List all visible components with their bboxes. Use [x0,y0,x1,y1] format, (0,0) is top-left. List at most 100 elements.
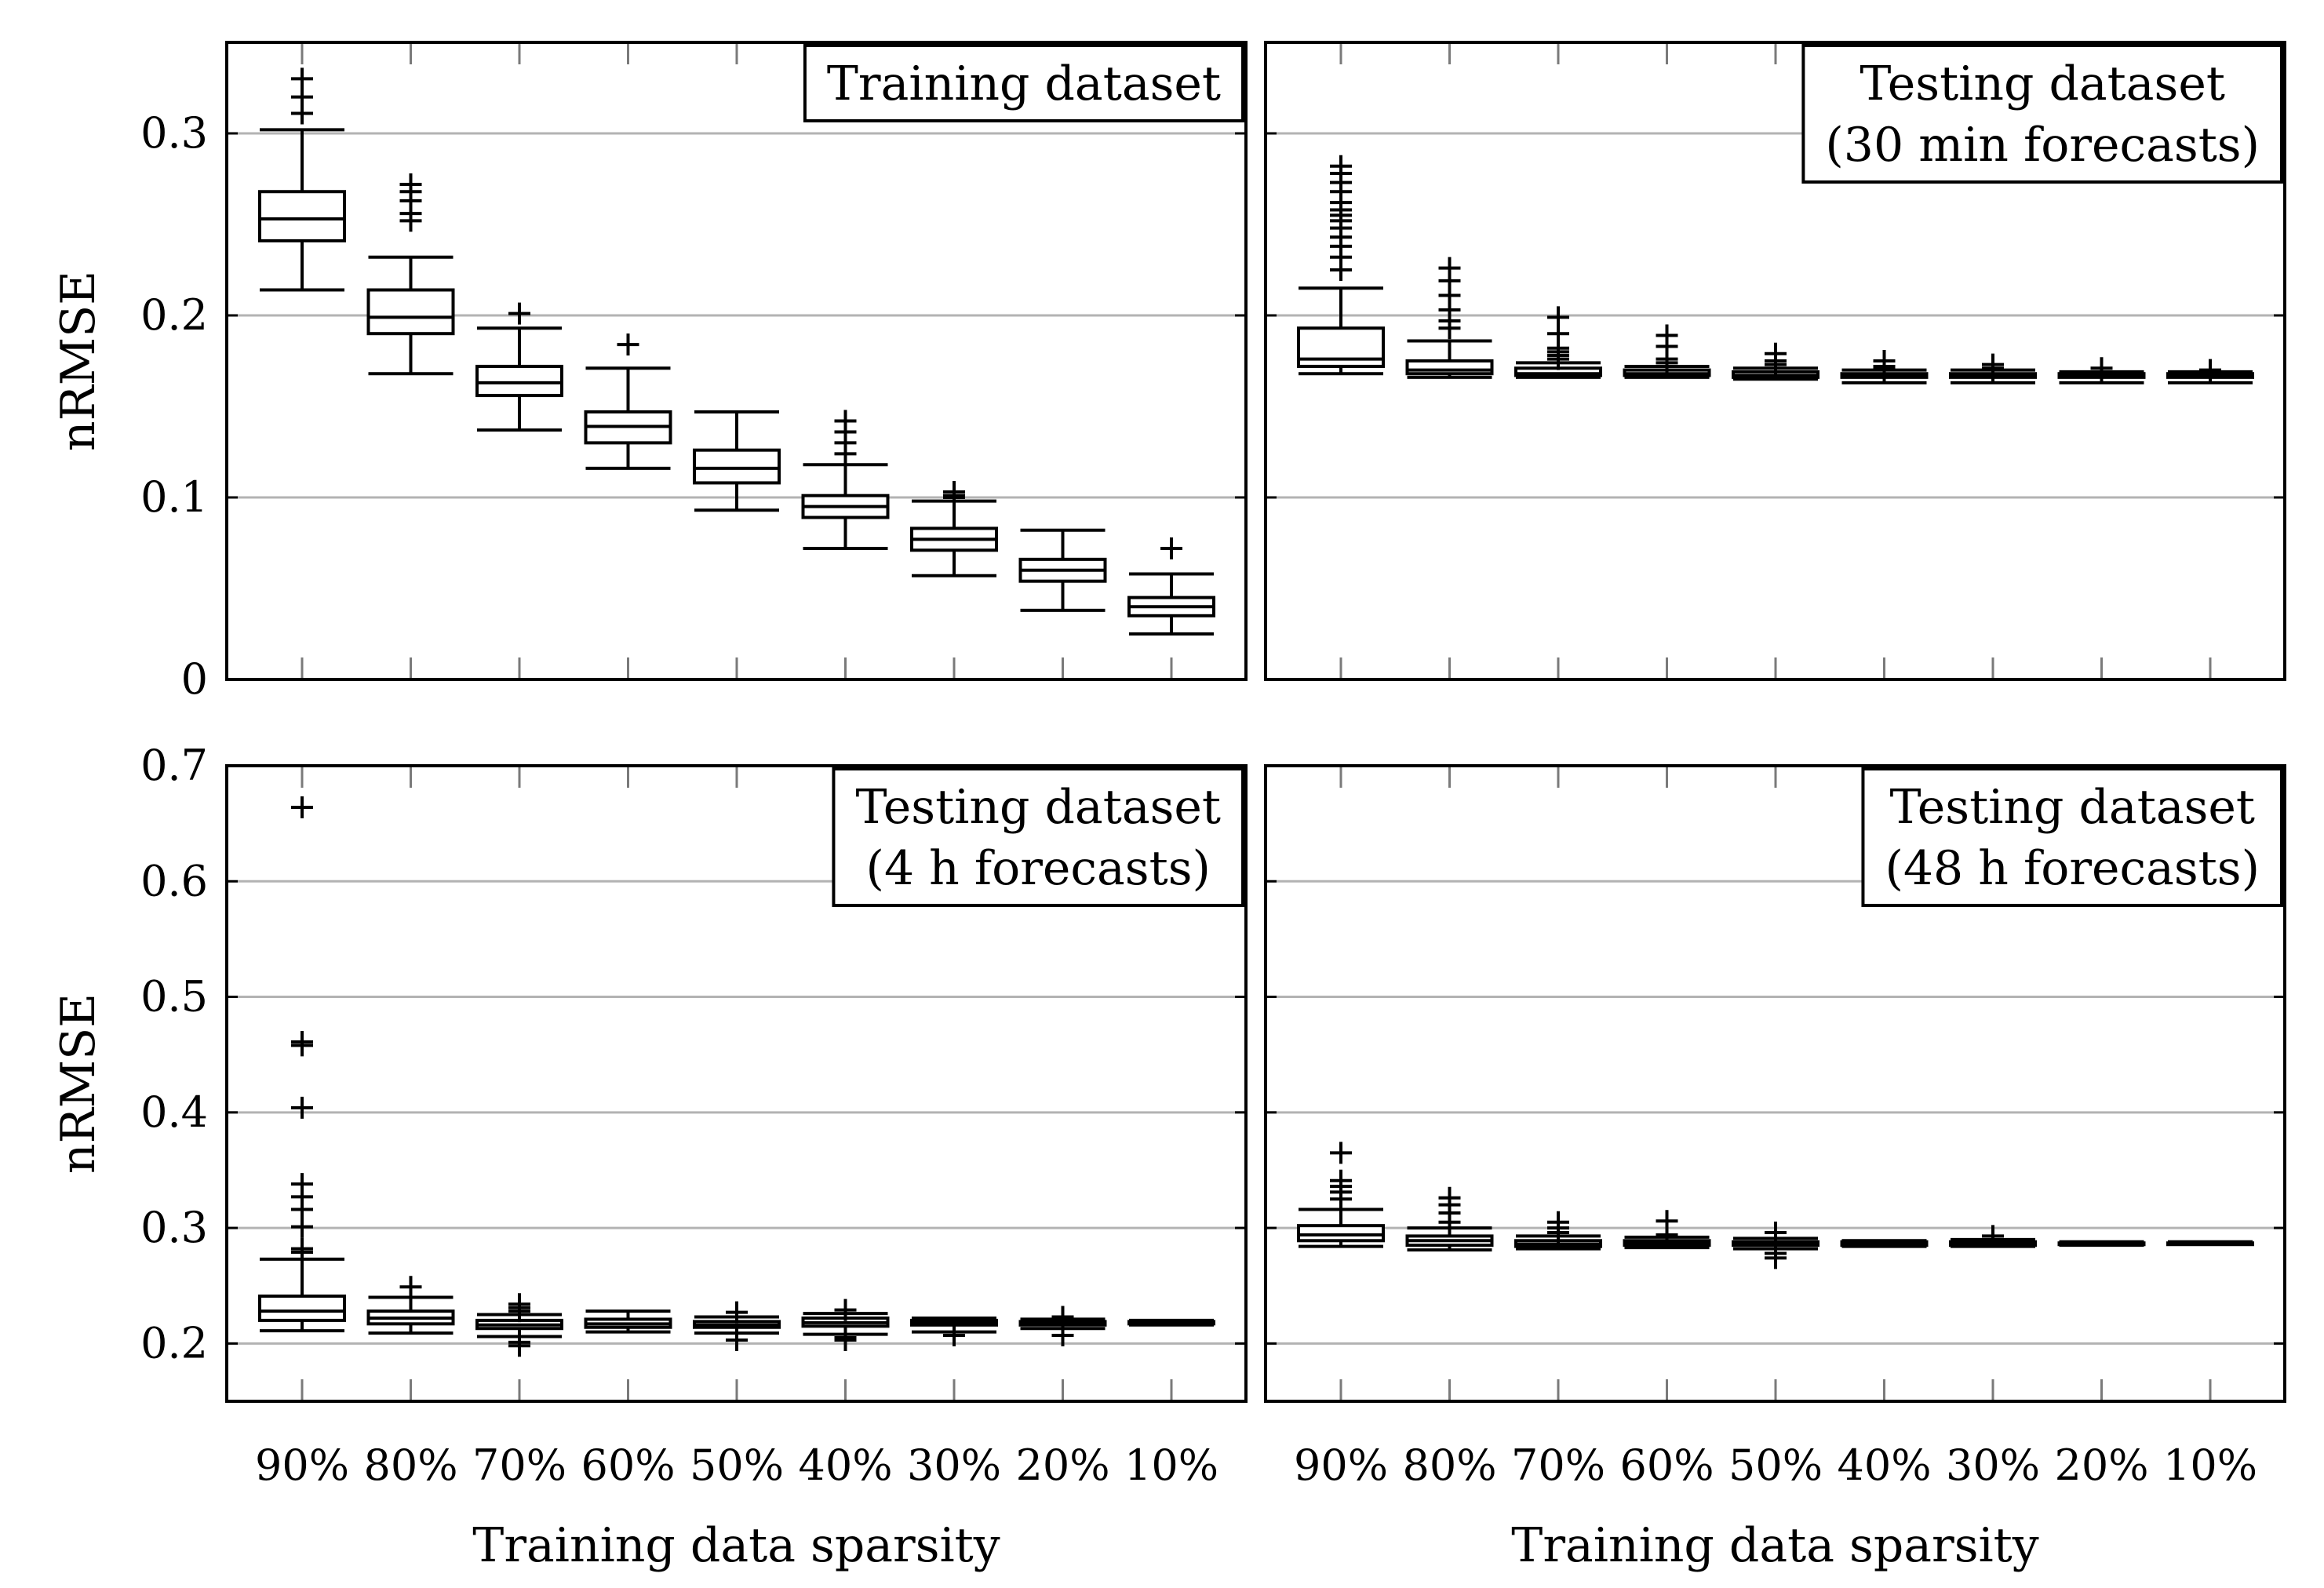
flier-marker [834,1327,857,1349]
panel-title-frame [1861,767,2283,907]
box-10pct [1127,1318,1215,1327]
y-axis-label: nRMSE [51,271,106,451]
y-tick-label: 0.7 [140,741,208,790]
y-axis-label: nRMSE [51,993,106,1174]
box-40pct [1840,1239,1929,1248]
flier-marker [508,302,530,325]
flier-marker [943,481,965,504]
y-tick-label: 0.3 [140,108,208,158]
flier-marker [1547,306,1569,329]
x-tick-label: 20% [1015,1440,1109,1490]
flier-marker [399,173,422,195]
panel-title-line: Testing dataset [855,780,1221,835]
box-60pct [1623,324,1711,379]
box-50pct [693,410,781,512]
box-40pct [801,410,890,550]
panel-title-box: Testing dataset (30 min forecasts) [1801,44,2283,184]
panel-title-line: (30 min forecasts) [1825,118,2260,173]
flier-marker [1330,1142,1352,1164]
panel-title-box: Testing dataset (48 h forecasts) [1861,767,2283,907]
panel-frame [225,764,1248,1403]
y-tick-label: 0.5 [140,972,208,1022]
flier-marker [1160,537,1182,559]
x-axis-label: Training data sparsity [472,1518,1000,1573]
flier-marker [1982,353,2004,376]
flier-marker [1330,155,1352,177]
panel-frame [1264,41,2286,681]
box-20pct [2057,1240,2146,1247]
flier-marker [1051,1324,1074,1347]
box-90pct [258,67,346,292]
y-tick-label: 0.1 [140,472,208,522]
box-30pct [910,481,998,577]
box-10pct [2166,1240,2254,1247]
panel-bottom-left: 0.2 0.3 0.4 0.5 0.6 0.7 90% 80% 70% 60% 50% 40% 30% 2… [51,741,1248,1573]
flier-marker [399,1276,422,1298]
x-tick-label: 90% [1294,1440,1388,1490]
x-tick-label: 90% [255,1440,349,1490]
flier-marker [1547,1211,1569,1233]
box-70pct [1514,306,1602,379]
flier-marker [834,1298,857,1321]
box-90pct [1297,1142,1385,1248]
box-80pct [1405,1186,1494,1252]
x-tick-label: 10% [1124,1440,1218,1490]
flier-marker [1330,1169,1352,1192]
box-10pct [1127,537,1215,636]
panel-top-right: Testing dataset (30 min forecasts) [1264,41,2286,681]
box-50pct [1732,1221,1819,1269]
y-tick-label: 0.4 [140,1087,208,1137]
y-tick-label: 0.6 [140,856,208,905]
flier-marker [834,410,857,432]
panel-title-line: Training dataset [827,56,1221,111]
flier-marker [291,67,313,90]
box-40pct [1840,350,1929,384]
x-tick-label: 70% [472,1440,566,1490]
box-60pct [1623,1210,1711,1250]
box-20pct [1018,528,1107,612]
box-30pct [1949,353,2037,384]
panel-title-frame [803,44,1244,122]
flier-marker [943,1324,965,1347]
box-50pct [1732,342,1819,381]
box-iqr [1297,1224,1385,1243]
box-80pct [366,173,455,376]
flier-marker [1656,1210,1678,1233]
box-iqr [1405,359,1494,376]
flier-marker [291,1237,313,1260]
x-tick-label: 80% [363,1440,457,1490]
box-30pct [1949,1225,2037,1248]
x-tick-label: 50% [690,1440,784,1490]
flier-marker [508,1331,530,1353]
flier-marker [617,333,639,356]
x-tick-label: 20% [2054,1440,2148,1490]
flier-marker [291,1096,313,1119]
x-tick-label: 40% [1837,1440,1931,1490]
panel-title-line: Testing dataset [1889,780,2255,835]
box-iqr [258,1294,346,1322]
panel-title-box: Testing dataset (4 h forecasts) [832,767,1244,907]
flier-marker [726,1328,748,1351]
box-iqr [258,190,346,242]
x-tick-label: 10% [2163,1440,2257,1490]
box-80pct [366,1276,455,1335]
flier-marker [2090,357,2113,380]
x-tick-label: 60% [1619,1440,1714,1490]
panel-frame [225,41,1248,681]
flier-marker [291,796,313,819]
y-tick-label: 0.2 [140,1318,208,1368]
box-iqr [475,364,563,398]
x-axis-label: Training data sparsity [1511,1518,2038,1573]
flier-marker [1765,1221,1787,1244]
flier-marker [1438,1186,1461,1209]
box-90pct [1297,155,1385,376]
box-70pct [475,302,563,432]
x-tick-label: 60% [581,1440,675,1490]
box-90pct [258,796,346,1333]
box-40pct [801,1298,890,1351]
y-tick-label: 0 [181,654,208,704]
panel-title-frame [832,767,1244,907]
flier-marker [1873,350,1896,372]
box-60pct [584,333,672,470]
x-tick-label: 30% [907,1440,1001,1490]
